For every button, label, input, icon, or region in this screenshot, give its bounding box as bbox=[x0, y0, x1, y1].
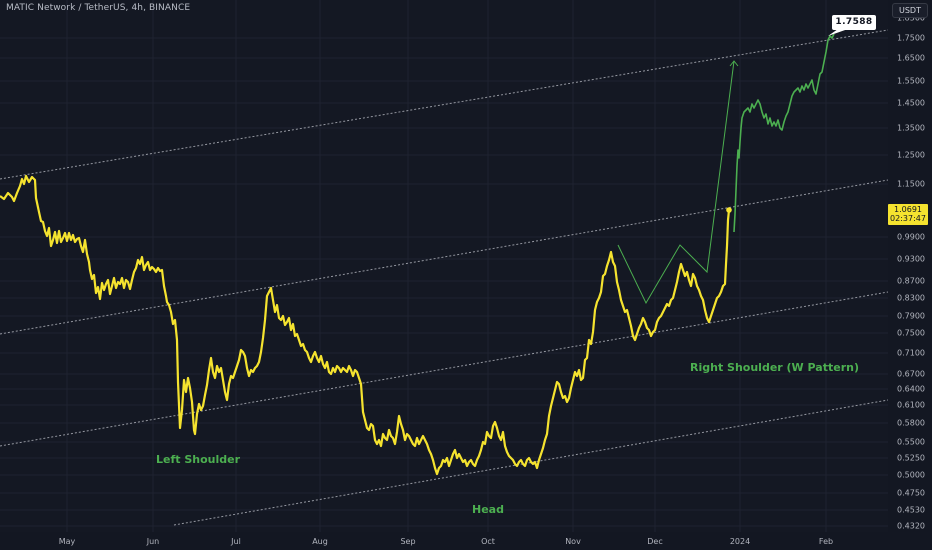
time-tick: 2024 bbox=[729, 537, 751, 546]
price-line-actual[interactable] bbox=[0, 174, 731, 476]
price-tick: 0.4750 bbox=[897, 488, 925, 498]
price-callout-label[interactable]: 1.7588 bbox=[832, 15, 876, 30]
price-tick: 0.7500 bbox=[897, 328, 925, 338]
w-pattern-projection-line[interactable] bbox=[617, 60, 735, 305]
last-price-marker bbox=[726, 207, 732, 213]
price-tick: 0.7100 bbox=[897, 348, 925, 358]
symbol-title[interactable]: MATIC Network / TetherUS, 4h, BINANCE bbox=[6, 3, 191, 13]
channel-line-upper[interactable] bbox=[0, 29, 888, 180]
price-tick: 0.5250 bbox=[897, 453, 925, 463]
projection-arrow-head-icon bbox=[729, 60, 739, 67]
price-tick: 1.6500 bbox=[897, 53, 925, 63]
price-tick: 0.5000 bbox=[897, 470, 925, 480]
price-tick: 0.6100 bbox=[897, 400, 925, 410]
last-price-value: 1.0691 bbox=[894, 205, 922, 214]
price-tick: 1.3500 bbox=[897, 123, 925, 133]
time-tick: Jul bbox=[231, 537, 241, 546]
channel-line-mid-upper[interactable] bbox=[0, 179, 888, 335]
price-tick: 0.9300 bbox=[897, 254, 925, 264]
time-tick: Nov bbox=[565, 537, 581, 546]
price-tick: 1.8500 bbox=[897, 13, 925, 23]
time-tick: May bbox=[58, 537, 76, 546]
price-tick: 1.4500 bbox=[897, 98, 925, 108]
price-tick: 1.2500 bbox=[897, 150, 925, 160]
time-tick: Dec bbox=[647, 537, 663, 546]
callout-pointer-icon bbox=[828, 29, 848, 36]
bar-countdown: 02:37:47 bbox=[890, 214, 926, 223]
chart-plot-area[interactable] bbox=[0, 0, 888, 532]
price-tick: 0.4530 bbox=[897, 505, 925, 515]
time-tick: Oct bbox=[481, 537, 495, 546]
price-tick: 0.7900 bbox=[897, 311, 925, 321]
price-tick: 0.8300 bbox=[897, 293, 925, 303]
price-tick: 0.4320 bbox=[897, 521, 925, 531]
time-tick: Sep bbox=[400, 537, 416, 546]
time-tick: Aug bbox=[312, 537, 328, 546]
time-tick: Jun bbox=[146, 537, 160, 546]
time-tick: Feb bbox=[818, 537, 834, 546]
price-tick: 1.1500 bbox=[897, 179, 925, 189]
price-tick: 0.6700 bbox=[897, 369, 925, 379]
price-axis[interactable]: 1.8500 1.7500 1.6500 1.5500 1.4500 1.350… bbox=[888, 0, 932, 550]
channel-lines bbox=[0, 29, 888, 526]
price-tick: 0.8700 bbox=[897, 276, 925, 286]
time-axis[interactable]: May Jun Jul Aug Sep Oct Nov Dec 2024 Feb bbox=[0, 532, 888, 550]
price-tick: 0.9900 bbox=[897, 232, 925, 242]
last-price-label: 1.0691 02:37:47 bbox=[888, 204, 928, 225]
price-tick: 1.7500 bbox=[897, 33, 925, 43]
price-tick: 0.6400 bbox=[897, 384, 925, 394]
price-line-breakout[interactable] bbox=[733, 33, 835, 233]
grid-lines bbox=[0, 0, 888, 532]
annotation-left-shoulder[interactable]: Left Shoulder bbox=[156, 453, 241, 466]
currency-unit-button[interactable]: USDT bbox=[892, 3, 928, 18]
annotation-head[interactable]: Head bbox=[472, 503, 504, 516]
price-tick: 1.5500 bbox=[897, 76, 925, 86]
annotation-right-shoulder[interactable]: Right Shoulder (W Pattern) bbox=[690, 361, 859, 374]
price-tick: 0.5500 bbox=[897, 437, 925, 447]
channel-line-lower[interactable] bbox=[173, 399, 888, 526]
price-tick: 0.5800 bbox=[897, 418, 925, 428]
